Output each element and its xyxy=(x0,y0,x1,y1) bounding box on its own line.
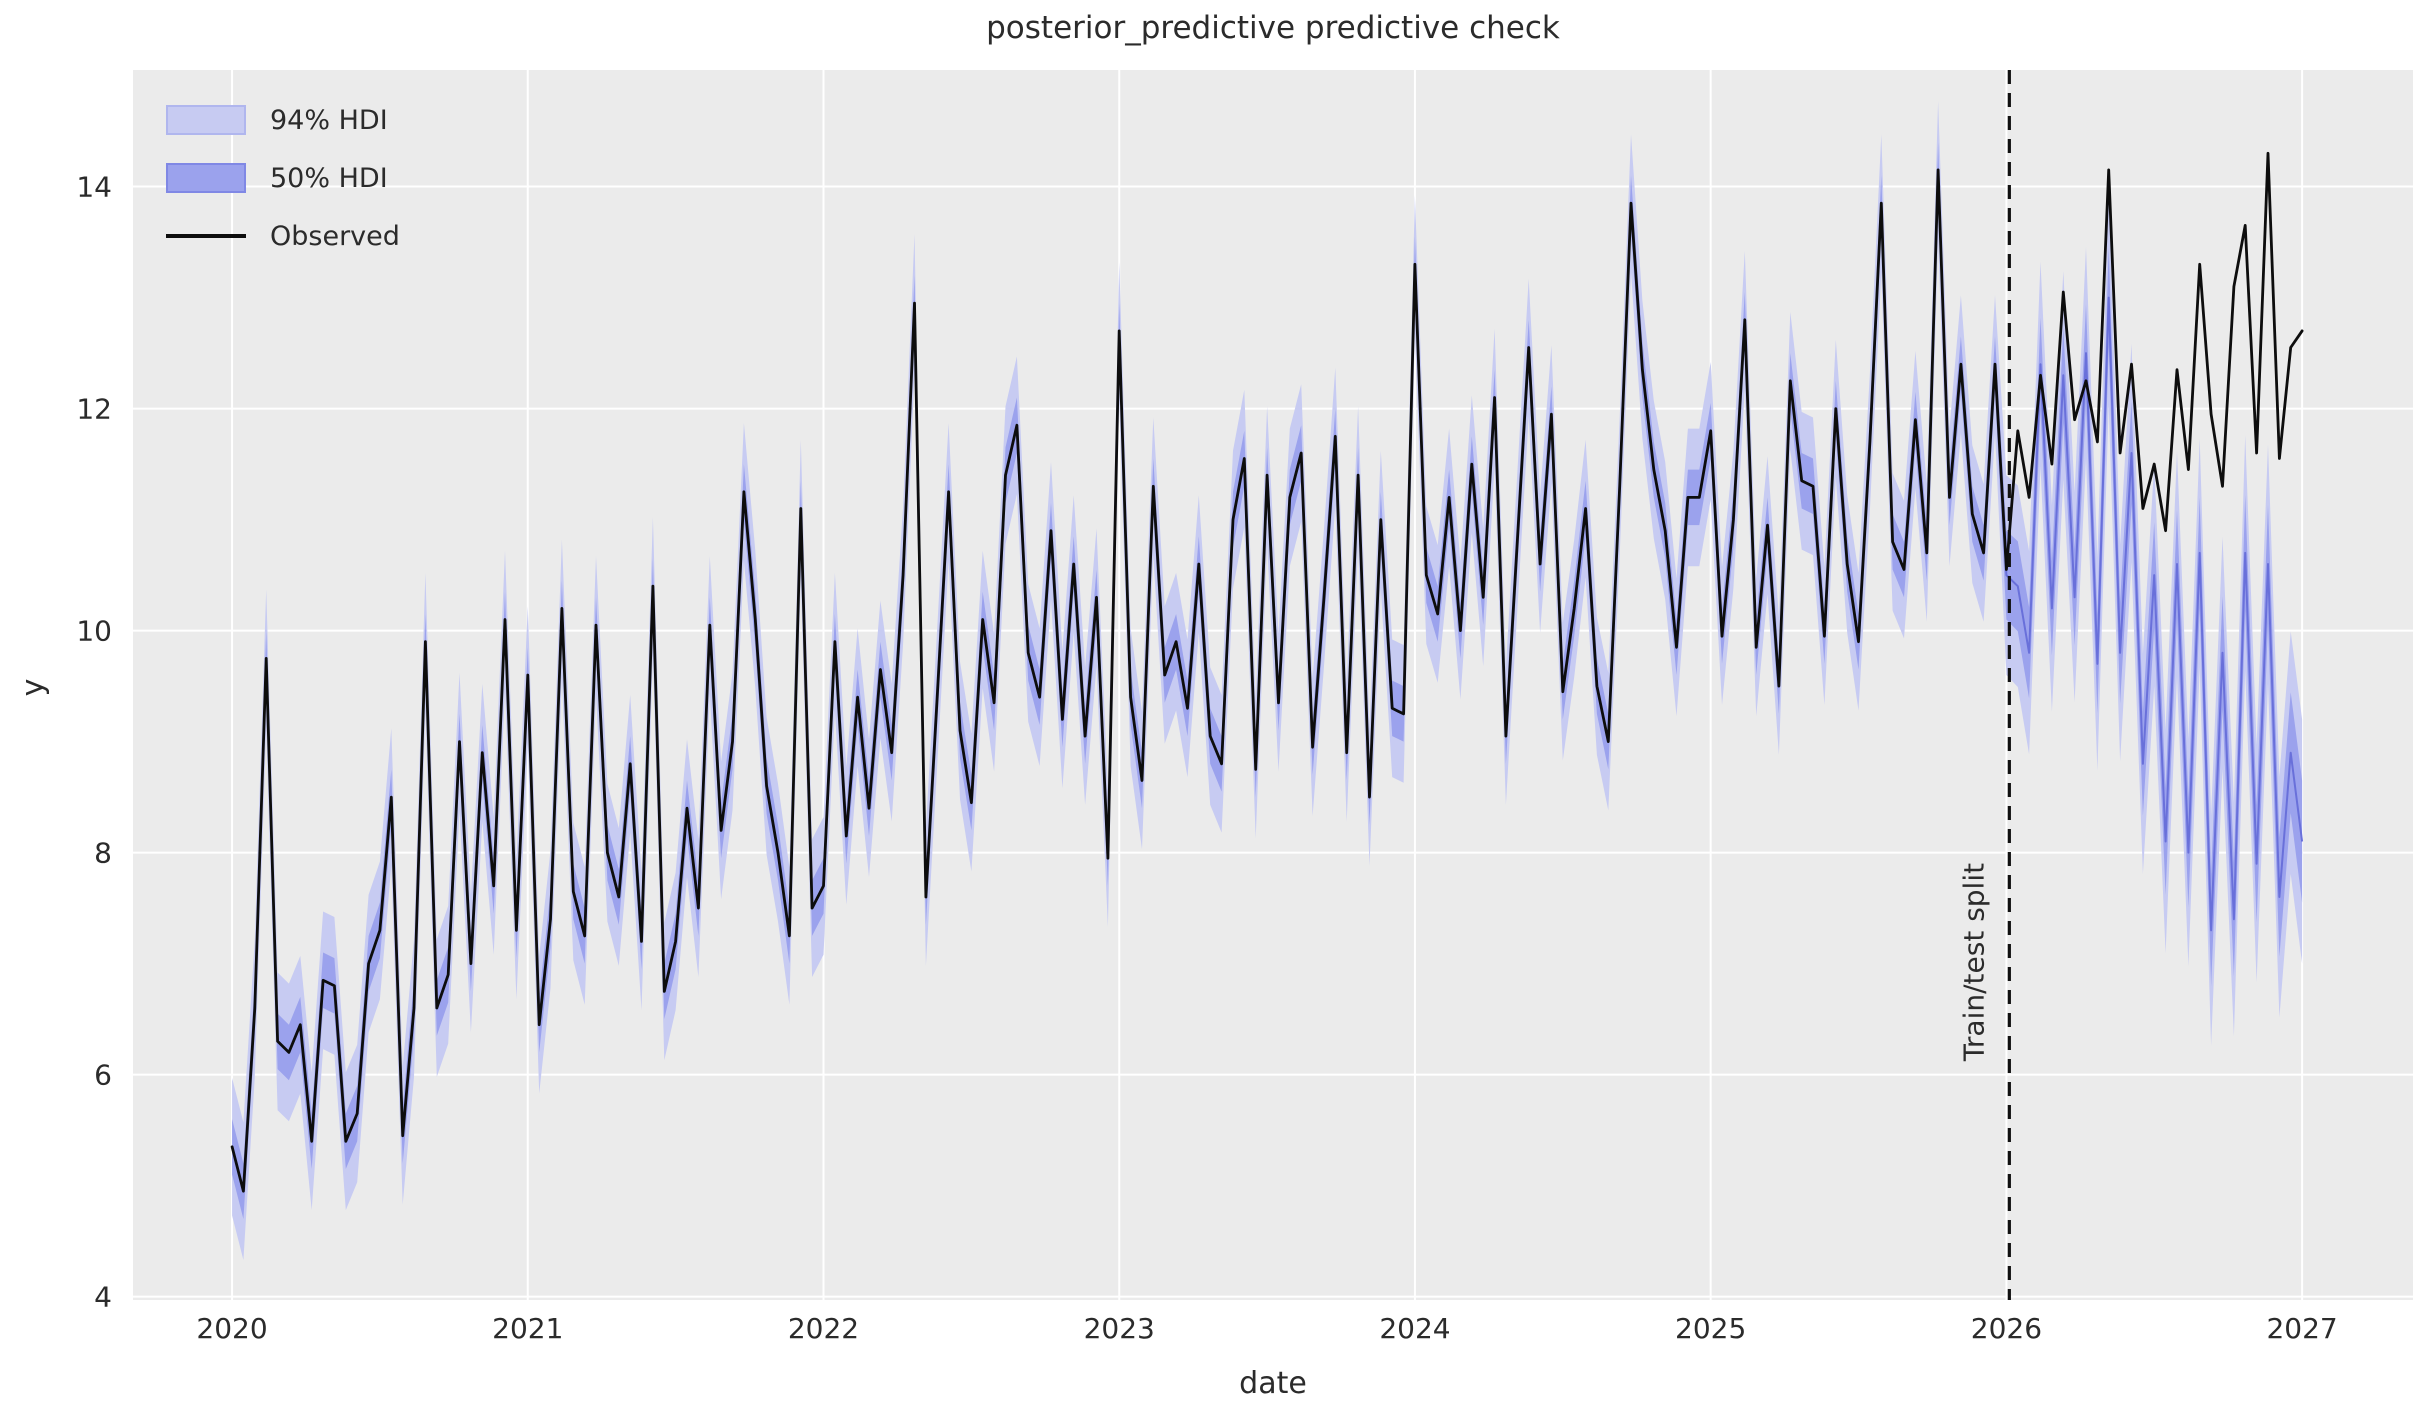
chart-title: posterior_predictive predictive check xyxy=(986,10,1560,46)
plot-area xyxy=(133,70,2413,1300)
x-tick-label: 2024 xyxy=(1379,1312,1450,1345)
observed-line xyxy=(230,151,2304,1193)
y-tick-label: 14 xyxy=(76,171,112,204)
hdi94-swatch-icon xyxy=(166,105,246,135)
y-axis-label: y xyxy=(15,678,51,697)
legend-row-50-hdi: 50% HDI xyxy=(166,162,400,194)
y-tick-label: 4 xyxy=(94,1281,112,1314)
legend-label-50-hdi: 50% HDI xyxy=(270,162,388,194)
x-tick-label: 2020 xyxy=(196,1312,267,1345)
x-axis-label: date xyxy=(1239,1366,1307,1401)
legend-label-94-hdi: 94% HDI xyxy=(270,104,388,136)
x-tick-label: 2025 xyxy=(1675,1312,1746,1345)
legend: 94% HDI 50% HDI Observed xyxy=(166,104,400,278)
x-tick-label: 2021 xyxy=(492,1312,563,1345)
y-tick-label: 8 xyxy=(94,837,112,870)
x-tick-label: 2027 xyxy=(2266,1312,2337,1345)
train-test-split-label: Train/test split xyxy=(1957,863,1990,1062)
y-tick-label: 10 xyxy=(76,615,112,648)
legend-row-94-hdi: 94% HDI xyxy=(166,104,400,136)
legend-row-observed: Observed xyxy=(166,220,400,252)
x-tick-label: 2026 xyxy=(1971,1312,2042,1345)
legend-label-observed: Observed xyxy=(270,220,400,252)
y-tick-label: 12 xyxy=(76,393,112,426)
x-tick-label: 2022 xyxy=(788,1312,859,1345)
hdi50-swatch-icon xyxy=(166,163,246,193)
x-tick-label: 2023 xyxy=(1084,1312,1155,1345)
observed-line-swatch-icon xyxy=(166,234,246,238)
y-tick-label: 6 xyxy=(94,1059,112,1092)
